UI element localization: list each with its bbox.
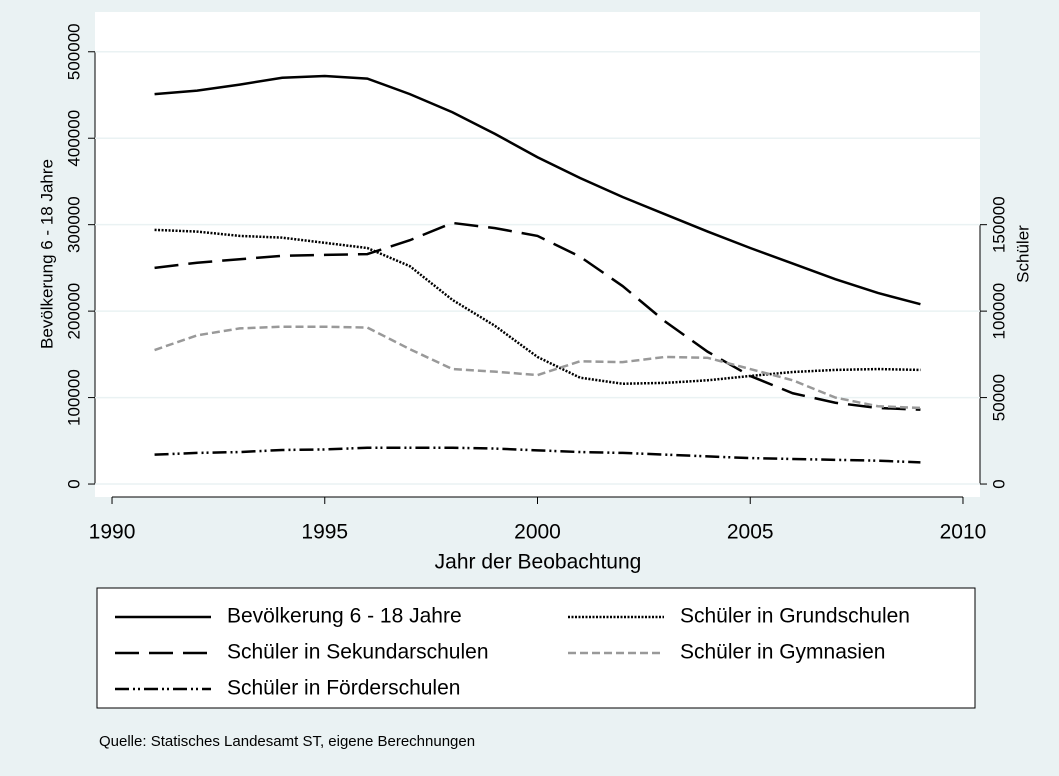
x-tick-label: 2005 (727, 521, 774, 544)
y-tick-label: 300000 (64, 196, 83, 253)
series-line (154, 446, 921, 464)
y2-axis-label: Schüler (1013, 225, 1032, 283)
y-tick-label: 0 (64, 479, 83, 488)
legend-label: Schüler in Grundschulen (680, 605, 910, 628)
y-tick-label: 100000 (64, 369, 83, 426)
series-line (154, 74, 921, 306)
legend-label: Schüler in Sekundarschulen (227, 641, 489, 664)
y-tick-label: 500000 (64, 23, 83, 80)
y2-tick-label: 0 (989, 479, 1008, 488)
y-tick-label: 200000 (64, 283, 83, 340)
source-note: Quelle: Statisches Landesamt ST, eigene … (99, 733, 475, 750)
y-axis-label: Bevölkerung 6 - 18 Jahre (37, 159, 56, 349)
legend-label: Schüler in Gymnasien (680, 641, 885, 664)
legend-label: Schüler in Förderschulen (227, 677, 460, 700)
x-tick-label: 1990 (89, 521, 136, 544)
x-tick-label: 2010 (940, 521, 987, 544)
x-tick-label: 2000 (514, 521, 561, 544)
series-line (154, 221, 921, 411)
x-axis-label: Jahr der Beobachtung (435, 551, 642, 574)
y2-tick-label: 100000 (989, 283, 1008, 340)
legend-box (96, 587, 976, 709)
y2-tick-label: 150000 (989, 196, 1008, 253)
x-tick-label: 1995 (301, 521, 348, 544)
y2-tick-label: 50000 (989, 374, 1008, 421)
legend-label: Bevölkerung 6 - 18 Jahre (227, 605, 462, 628)
series-line (154, 228, 921, 385)
plot-area (95, 12, 980, 497)
y-tick-label: 400000 (64, 110, 83, 167)
